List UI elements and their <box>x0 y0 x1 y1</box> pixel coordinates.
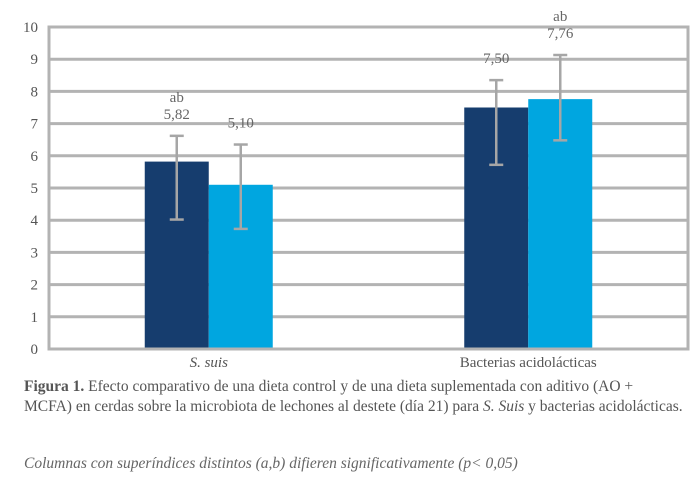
y-axis-ticks: 0 1 2 3 4 5 6 7 8 9 10 <box>23 20 39 358</box>
caption-text-2: y bacterias acidolácticas. <box>524 398 683 415</box>
error-bars <box>169 53 568 231</box>
note-text-1: Columnas con superíndices distintos (a,b… <box>24 455 464 472</box>
y-tick-label: 6 <box>31 149 39 165</box>
figure-caption: Figura 1. Efecto comparativo de una diet… <box>24 377 684 417</box>
y-tick-label: 2 <box>31 278 39 294</box>
caption-label: Figura 1. <box>24 378 85 395</box>
data-label: 7,50 <box>483 51 509 67</box>
superscript-label: ab <box>553 9 567 25</box>
superscript-label: ab <box>170 90 184 106</box>
y-tick-label: 5 <box>31 181 39 197</box>
y-tick-label: 4 <box>31 213 39 229</box>
caption-species: S. Suis <box>482 398 525 415</box>
bars <box>144 99 593 350</box>
x-category-label: Bacterias acidolácticas <box>460 355 597 371</box>
y-tick-label: 10 <box>23 20 38 36</box>
caption-text-1: Efecto comparativo de una dieta control … <box>24 378 634 415</box>
y-tick-label: 9 <box>31 52 39 68</box>
data-label: 5,10 <box>228 116 254 132</box>
data-label: 5,82 <box>164 107 190 123</box>
data-label: 7,76 <box>547 26 574 42</box>
y-tick-label: 1 <box>31 310 39 326</box>
y-tick-label: 0 <box>31 342 39 358</box>
x-axis-categories: S. suis Bacterias acidolácticas <box>49 347 688 371</box>
y-tick-label: 8 <box>31 84 39 100</box>
note-text-2: < 0,05) <box>471 455 518 472</box>
significance-note: Columnas con superíndices distintos (a,b… <box>24 455 684 473</box>
y-tick-label: 7 <box>31 117 39 133</box>
x-category-label: S. suis <box>190 355 229 371</box>
y-tick-label: 3 <box>31 245 39 261</box>
note-p: p <box>463 455 472 472</box>
